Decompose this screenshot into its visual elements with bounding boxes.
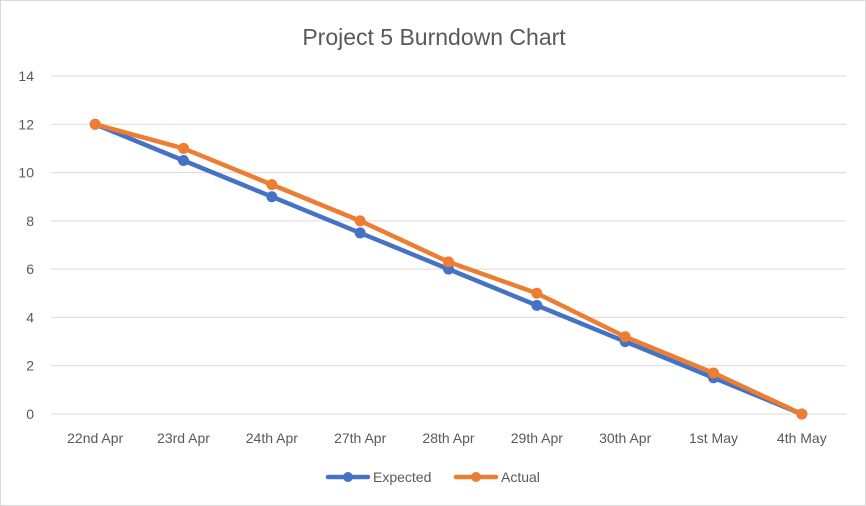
y-tick-label: 6	[26, 261, 34, 277]
data-point-expected	[531, 299, 543, 311]
x-tick-label: 1st May	[689, 430, 738, 446]
data-point-actual	[178, 142, 189, 154]
data-point-expected	[178, 155, 189, 166]
y-tick-label: 12	[18, 116, 34, 132]
x-tick-label: 28th Apr	[422, 430, 474, 446]
series-actual	[89, 118, 808, 420]
data-point-actual	[354, 215, 366, 227]
x-tick-label: 30th Apr	[599, 430, 651, 446]
x-tick-label: 4th May	[777, 430, 827, 446]
legend: Expected Actual	[325, 469, 540, 485]
y-tick-label: 8	[26, 213, 34, 229]
series-layer	[89, 118, 808, 420]
x-tick-label: 29th Apr	[511, 430, 563, 446]
gridlines	[51, 75, 846, 415]
y-tick-label: 10	[18, 165, 34, 181]
legend-item-actual: Actual	[453, 469, 540, 485]
data-point-actual	[796, 408, 808, 420]
legend-item-expected: Expected	[325, 469, 431, 485]
y-tick-label: 0	[26, 406, 34, 422]
chart-title: Project 5 Burndown Chart	[302, 24, 566, 50]
x-tick-label: 27th Apr	[334, 430, 386, 446]
data-point-actual	[89, 118, 101, 130]
y-tick-label: 2	[26, 358, 34, 374]
legend-swatch-marker	[343, 472, 353, 482]
data-point-expected	[354, 227, 366, 239]
legend-label: Expected	[373, 469, 431, 485]
data-point-actual	[443, 256, 454, 268]
x-tick-label: 24th Apr	[246, 430, 298, 446]
x-tick-label: 23rd Apr	[157, 430, 210, 446]
data-point-actual	[531, 287, 543, 299]
x-tick-label: 22nd Apr	[67, 430, 123, 446]
data-point-actual	[708, 367, 719, 379]
y-tick-label: 4	[26, 309, 34, 325]
y-axis-tick-labels: 0 2 4 6 8 10 12 14	[18, 68, 34, 422]
y-tick-label: 14	[18, 68, 34, 84]
x-axis-tick-labels: 22nd Apr 23rd Apr 24th Apr 27th Apr 28th Apr…	[67, 430, 827, 446]
data-point-actual	[619, 331, 631, 343]
legend-swatch-marker	[471, 472, 481, 482]
data-point-expected	[266, 191, 278, 203]
data-point-actual	[266, 179, 278, 191]
legend-label: Actual	[501, 469, 540, 485]
